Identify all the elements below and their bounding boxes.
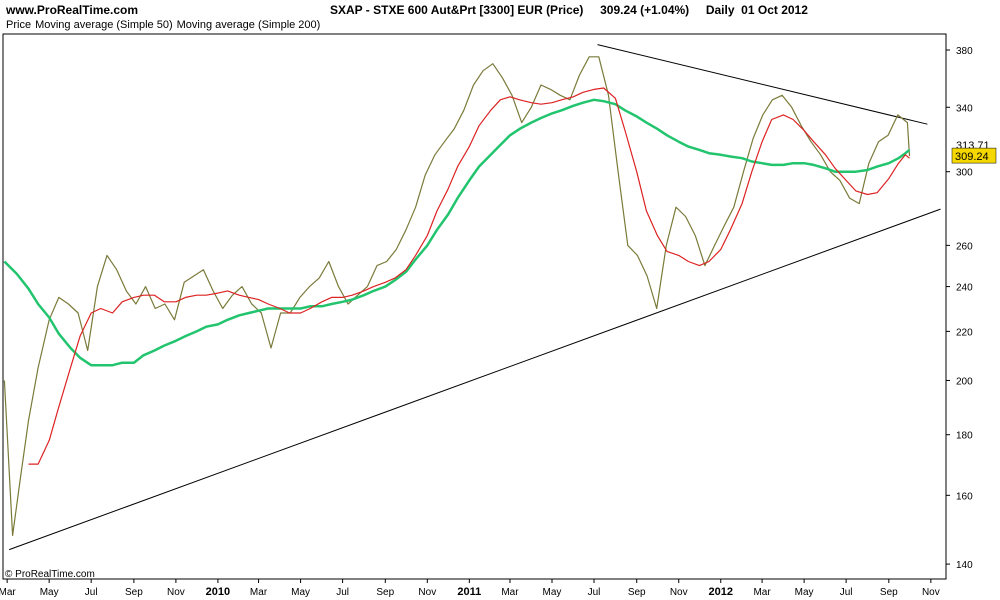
x-tick-label: May xyxy=(795,587,814,598)
support-trendline xyxy=(9,208,941,551)
y-tick-label: 380 xyxy=(956,46,973,57)
site-name[interactable]: www.ProRealTime.com xyxy=(6,3,139,17)
x-tick-label: May xyxy=(543,587,562,598)
x-tick-label: Sep xyxy=(376,587,394,598)
x-tick-label: Jul xyxy=(588,587,601,598)
chart-title-instrument: SXAP - STXE 600 Aut&Prt [3300] EUR (Pric… xyxy=(330,3,584,17)
series-layer xyxy=(3,44,941,551)
x-tick-label: Nov xyxy=(167,587,185,598)
legend-price[interactable]: Price xyxy=(6,19,32,31)
x-tick-label: May xyxy=(40,587,59,598)
x-tick-label: 2011 xyxy=(457,586,481,598)
x-tick-label: Jul xyxy=(840,587,853,598)
y-tick-label: 180 xyxy=(956,431,973,442)
resistance-trendline xyxy=(597,44,928,125)
plot-area xyxy=(2,33,947,580)
x-tick-label: Mar xyxy=(501,587,519,598)
x-tick-label: May xyxy=(291,587,310,598)
y-tick-label: 140 xyxy=(956,560,973,571)
chart-title-period: Daily 01 Oct 2012 xyxy=(705,3,808,17)
x-tick-label: Nov xyxy=(418,587,436,598)
x-tick-label: Sep xyxy=(125,587,143,598)
x-tick-label: Nov xyxy=(670,587,688,598)
y-axis: 140 160 180 200 220 240 260 300 340 380 xyxy=(946,46,973,571)
ma50-line xyxy=(28,87,910,465)
chart-legend: Price Moving average (Simple 50) Moving av… xyxy=(6,19,324,31)
y-tick-label: 240 xyxy=(956,283,973,294)
x-tick-label: Mar xyxy=(753,587,771,598)
y-tick-label: 340 xyxy=(956,103,973,114)
x-tick-label: Nov xyxy=(922,587,940,598)
current-value-badge xyxy=(951,147,997,164)
chart-header: www.ProRealTime.com SXAP - STXE 600 Aut&… xyxy=(0,0,1000,20)
y-tick-label: 300 xyxy=(956,168,973,179)
price-line xyxy=(3,56,911,537)
y-tick-label: 200 xyxy=(956,376,973,387)
y-tick-label: 160 xyxy=(956,491,973,502)
x-tick-label: Mar xyxy=(0,587,16,598)
x-tick-label: Mar xyxy=(250,587,268,598)
x-tick-label: Sep xyxy=(628,587,646,598)
x-tick-label: 2012 xyxy=(709,586,733,598)
y-tick-label: 220 xyxy=(956,327,973,338)
legend-ma50[interactable]: Moving average (Simple 50) xyxy=(35,19,173,31)
current-value-label: 309.24 xyxy=(955,151,989,163)
ma200-line xyxy=(3,98,911,367)
chart-title-price-change: 309.24 (+1.04%) xyxy=(600,3,690,17)
x-tick-label: Jul xyxy=(85,587,98,598)
y-tick-label: 260 xyxy=(956,241,973,252)
footer-copyright: © ProRealTime.com xyxy=(5,569,95,580)
legend-ma200[interactable]: Moving average (Simple 200) xyxy=(176,19,321,31)
x-tick-label: Sep xyxy=(880,587,898,598)
x-tick-label: 2010 xyxy=(206,586,230,598)
chart-title: SXAP - STXE 600 Aut&Prt [3300] EUR (Pric… xyxy=(330,3,808,17)
x-axis: Mar May Jul Sep Nov 2010 Mar May Jul Sep Nov 2011 Ma… xyxy=(0,579,940,598)
x-tick-label: Jul xyxy=(336,587,349,598)
